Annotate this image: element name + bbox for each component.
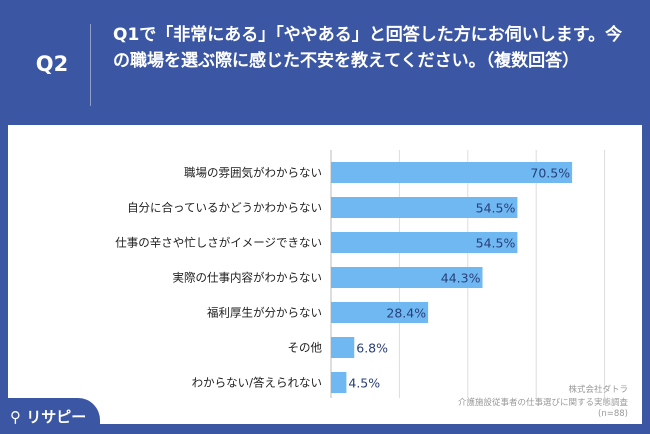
value-label: 6.8% xyxy=(356,341,388,356)
value-label: 54.5% xyxy=(476,201,516,216)
logo: ⚲ リサピー xyxy=(10,406,86,427)
logo-text: リサピー xyxy=(26,408,87,426)
value-label: 28.4% xyxy=(386,306,426,321)
category-label: 職場の雰囲気がわからない xyxy=(184,166,322,180)
bar xyxy=(331,267,483,288)
source-n: (n=88) xyxy=(598,409,628,419)
category-label: わからない/答えられない xyxy=(192,376,322,390)
bar xyxy=(331,162,573,183)
category-label: 福利厚生が分からない xyxy=(207,306,322,320)
bar xyxy=(331,232,518,253)
value-label: 54.5% xyxy=(476,236,516,251)
bar xyxy=(331,302,429,323)
logo-tab xyxy=(0,398,100,434)
value-label: 4.5% xyxy=(348,376,380,391)
question-number: Q2 xyxy=(35,52,69,76)
value-label: 44.3% xyxy=(441,271,481,286)
header-divider xyxy=(90,24,91,106)
category-label: その他 xyxy=(288,341,323,355)
logo-pin-icon: ⚲ xyxy=(10,408,21,426)
category-label: 仕事の辛さや忙しさがイメージできない xyxy=(115,236,322,250)
source-company: 株式会社ダトラ xyxy=(568,385,628,395)
source-survey: 介護施設従事者の仕事選びに関する実態調査 xyxy=(457,398,628,408)
category-label: 実際の仕事内容がわからない xyxy=(173,271,323,285)
question-title: Q1で「非常にある」「ややある」と回答した方にお伺いします。今の職場を選ぶ際に感… xyxy=(113,25,623,71)
value-label: 70.5% xyxy=(530,166,570,181)
category-label: 自分に合っているかどうかわからない xyxy=(127,201,322,215)
bar xyxy=(331,337,355,358)
bar xyxy=(331,372,347,393)
bar xyxy=(331,197,518,218)
